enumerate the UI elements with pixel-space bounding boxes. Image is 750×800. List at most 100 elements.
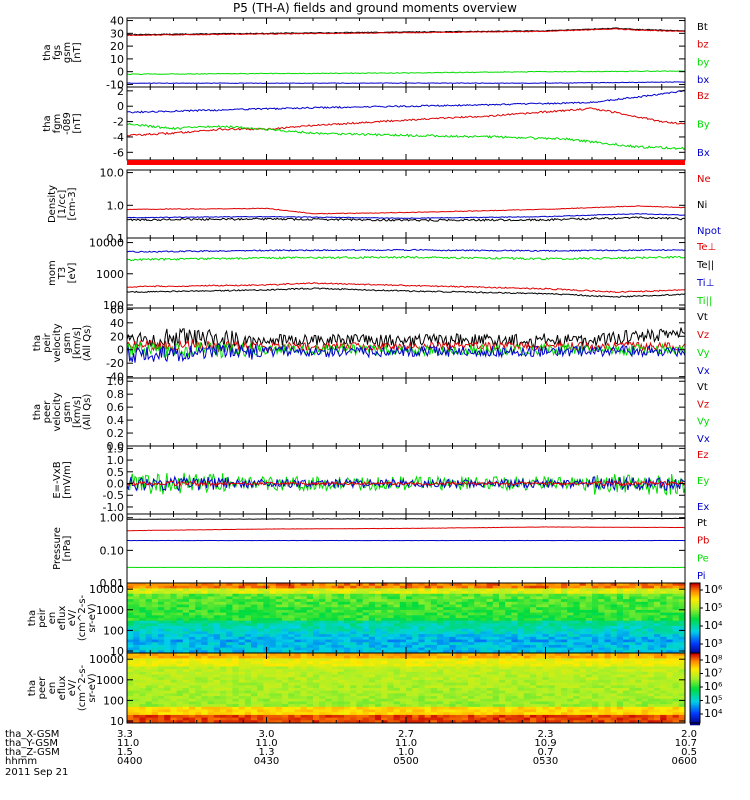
spectrogram-cell [263,682,270,686]
spectrogram-cell [430,693,438,697]
spectrogram-cell [176,709,184,713]
spectrogram-cell [418,607,425,611]
spectrogram-cell [641,706,649,710]
spectrogram-cell [362,647,370,651]
spectrogram-cell [536,644,543,649]
spectrogram-cell [542,593,549,597]
spectrogram-cell [306,701,314,705]
spectrogram-cell [542,701,549,705]
spectrogram-cell [232,655,239,659]
spectrogram-cell [282,601,289,605]
spectrogram-cell [145,618,153,622]
spectrogram-cell [350,696,357,700]
spectrogram-cell [257,623,264,627]
spectrogram-cell [554,618,562,622]
spectrogram-cell [151,696,159,700]
spectrogram-cell [313,623,320,627]
spectrogram-cell [430,583,438,587]
spectrogram-cell [220,685,227,689]
spectrogram-cell [486,696,494,700]
spectrogram-cell [300,658,308,662]
spectrogram-cell [232,685,239,689]
spectrogram-cell [170,644,177,649]
spectrogram-cell [182,650,190,654]
spectrogram-cell [207,688,215,692]
spectrogram-cell [530,650,537,654]
spectrogram-cell [319,596,326,600]
spectrogram-cell [306,588,314,592]
spectrogram-cell [474,701,481,705]
spectrogram-cell [362,663,370,667]
spectrogram-cell [257,626,264,630]
spectrogram-cell [492,601,500,605]
spectrogram-cell [282,701,289,705]
spectrogram-cell [139,607,146,611]
spectrogram-cell [678,604,686,608]
spectrogram-cell [579,615,587,619]
spectrogram-cell [660,696,667,700]
spectrogram-cell [232,653,239,657]
spectrogram-cell [585,596,593,600]
spectrogram-cell [592,679,599,684]
spectrogram-cell [387,607,394,611]
spectrogram-cell [387,679,394,684]
spectrogram-cell [368,591,376,595]
spectrogram-cell [269,650,277,654]
spectrogram-cell [641,593,649,597]
spectrogram-cell [313,666,320,670]
spectrogram-cell [455,639,463,643]
spectrogram-cell [449,634,456,638]
spectrogram-cell [672,634,680,638]
spectrogram-cell [399,591,407,595]
spectrogram-cell [468,588,475,592]
spectrogram-cell [170,709,177,713]
spectrogram-cell [542,706,549,710]
spectrogram-cell [399,642,407,646]
spectrogram-cell [654,696,661,700]
colorbar-cell [690,626,700,629]
spectrogram-cell [263,623,270,627]
spectrogram-cell [220,588,227,592]
spectrogram-cell [629,674,636,678]
spectrogram-cell [561,661,568,665]
spectrogram-cell [313,677,320,681]
spectrogram-cell [226,690,233,694]
spectrogram-cell [306,658,314,662]
spectrogram-cell [337,701,345,705]
spectrogram-cell [492,593,500,597]
spectrogram-cell [548,685,556,689]
spectrogram-cell [337,634,345,638]
spectrogram-cell [319,642,326,646]
spectrogram-cell [257,644,264,649]
spectrogram-cell [263,644,270,649]
spectrogram-cell [282,615,289,619]
spectrogram-cell [213,709,221,713]
y-tick-label: 2 [117,85,124,98]
spectrogram-cell [437,607,444,611]
spectrogram-cell [189,588,196,592]
spectrogram-cell [362,671,370,675]
spectrogram-cell [641,682,649,686]
spectrogram-cell [251,599,258,603]
spectrogram-cell [263,698,270,702]
spectrogram-cell [337,677,345,681]
spectrogram-cell [666,698,673,702]
spectrogram-cell [474,583,481,587]
spectrogram-cell [195,583,202,587]
spectrogram-cell [399,688,407,692]
spectrogram-cell [486,639,494,643]
spectrogram-cell [375,618,382,622]
spectrogram-cell [418,698,425,702]
spectrogram-cell [461,623,469,627]
spectrogram-cell [424,647,432,651]
spectrogram-cell [654,701,661,705]
spectrogram-cell [455,688,463,692]
spectrogram-cell [517,583,525,587]
spectrogram-cell [238,663,246,667]
spectrogram-cell [220,655,227,659]
spectrogram-cell [424,682,432,686]
spectrogram-cell [257,709,264,713]
spectrogram-cell [592,585,599,589]
spectrogram-cell [164,628,171,632]
spectrogram-cell [598,623,605,627]
